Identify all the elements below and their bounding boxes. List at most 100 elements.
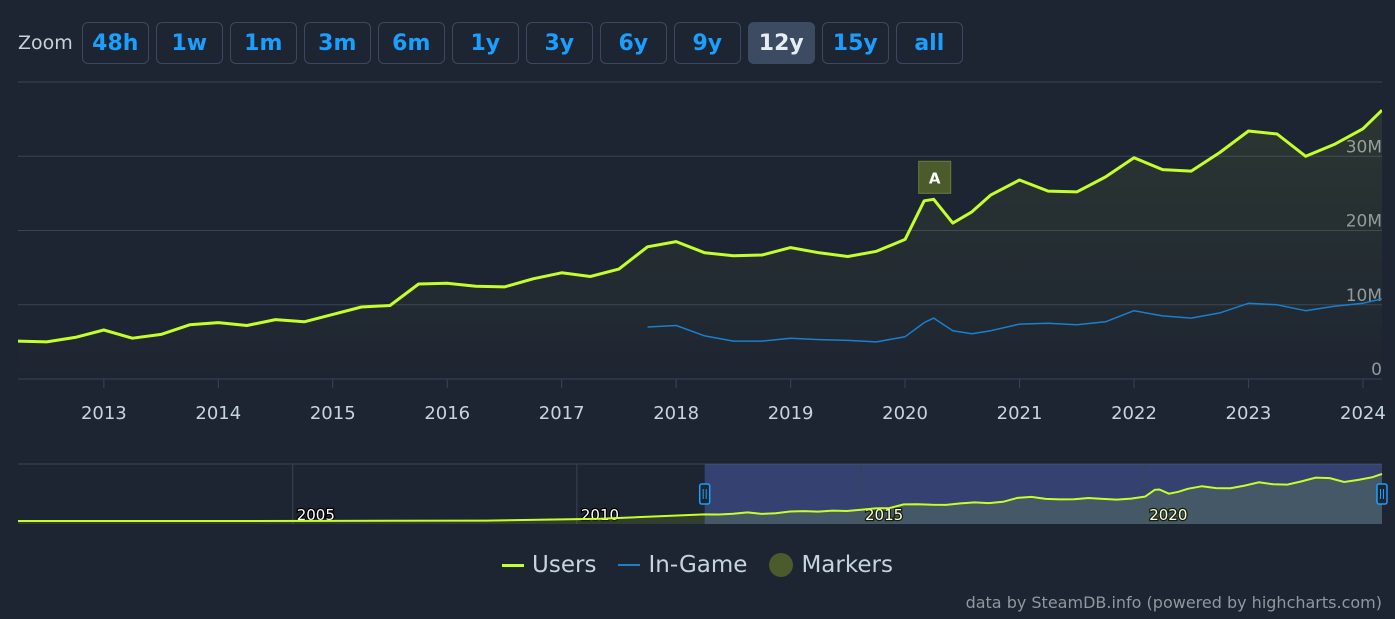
- zoom-button-9y[interactable]: 9y: [673, 22, 741, 64]
- zoom-button-15y[interactable]: 15y: [821, 22, 889, 64]
- data-point[interactable]: [758, 251, 766, 259]
- data-point[interactable]: [787, 334, 795, 342]
- data-point[interactable]: [644, 243, 652, 251]
- data-point[interactable]: [300, 318, 308, 326]
- zoom-button-6m[interactable]: 6m: [377, 22, 445, 64]
- series-line-users[interactable]: [18, 109, 1382, 344]
- data-point[interactable]: [1273, 301, 1281, 309]
- data-point[interactable]: [873, 247, 881, 255]
- data-point[interactable]: [1159, 312, 1167, 320]
- zoom-button-1m[interactable]: 1m: [229, 22, 297, 64]
- marker-flag-A[interactable]: A: [918, 160, 952, 194]
- data-point[interactable]: [586, 273, 594, 281]
- data-point[interactable]: [987, 191, 995, 199]
- data-point[interactable]: [815, 249, 823, 257]
- navigator-handle-right[interactable]: [1376, 483, 1388, 505]
- legend-item-users[interactable]: Users: [502, 552, 596, 578]
- data-point[interactable]: [729, 337, 737, 345]
- data-point[interactable]: [930, 195, 938, 203]
- data-point[interactable]: [1378, 295, 1386, 303]
- data-point[interactable]: [815, 336, 823, 344]
- data-point[interactable]: [472, 282, 480, 290]
- data-point[interactable]: [729, 252, 737, 260]
- data-point[interactable]: [672, 238, 680, 246]
- data-point[interactable]: [1159, 166, 1167, 174]
- data-point[interactable]: [920, 319, 928, 327]
- data-point[interactable]: [930, 314, 938, 322]
- data-point[interactable]: [1187, 314, 1195, 322]
- navigator-handle-left[interactable]: [698, 483, 711, 505]
- data-point[interactable]: [987, 327, 995, 335]
- data-point[interactable]: [1359, 299, 1367, 307]
- data-point[interactable]: [1302, 152, 1310, 160]
- data-point[interactable]: [1216, 309, 1224, 317]
- data-point[interactable]: [1187, 167, 1195, 175]
- data-point[interactable]: [1245, 127, 1253, 135]
- data-point[interactable]: [43, 338, 51, 346]
- data-point[interactable]: [1130, 307, 1138, 315]
- data-point[interactable]: [701, 249, 709, 257]
- zoom-button-1w[interactable]: 1w: [155, 22, 223, 64]
- data-point[interactable]: [844, 253, 852, 261]
- data-point[interactable]: [129, 334, 137, 342]
- zoom-button-all[interactable]: all: [895, 22, 963, 64]
- data-point[interactable]: [529, 275, 537, 283]
- data-point[interactable]: [157, 330, 165, 338]
- data-point[interactable]: [1101, 173, 1109, 181]
- zoom-button-3m[interactable]: 3m: [303, 22, 371, 64]
- data-point[interactable]: [272, 316, 280, 324]
- data-point[interactable]: [949, 219, 957, 227]
- data-point[interactable]: [558, 269, 566, 277]
- data-point[interactable]: [501, 283, 509, 291]
- data-point[interactable]: [386, 302, 394, 310]
- zoom-button-1y[interactable]: 1y: [451, 22, 519, 64]
- data-point[interactable]: [1044, 187, 1052, 195]
- data-point[interactable]: [186, 321, 194, 329]
- data-point[interactable]: [701, 332, 709, 340]
- zoom-button-12y[interactable]: 12y: [747, 22, 815, 64]
- navigator[interactable]: 2005201020152020: [18, 463, 1388, 525]
- data-point[interactable]: [1130, 154, 1138, 162]
- data-point[interactable]: [1073, 188, 1081, 196]
- data-point[interactable]: [14, 337, 22, 345]
- zoom-button-6y[interactable]: 6y: [599, 22, 667, 64]
- data-point[interactable]: [1044, 319, 1052, 327]
- data-point[interactable]: [214, 319, 222, 327]
- credit-text[interactable]: data by SteamDB.info (powered by highcha…: [965, 593, 1382, 612]
- navigator-selection[interactable]: [704, 464, 1382, 524]
- data-point[interactable]: [1359, 125, 1367, 133]
- legend-item-in-game[interactable]: In-Game: [618, 552, 747, 578]
- data-point[interactable]: [1378, 106, 1386, 114]
- data-point[interactable]: [243, 322, 251, 330]
- data-point[interactable]: [758, 337, 766, 345]
- legend-item-markers[interactable]: Markers: [769, 552, 893, 578]
- data-point[interactable]: [1245, 299, 1253, 307]
- data-point[interactable]: [1273, 130, 1281, 138]
- data-point[interactable]: [644, 323, 652, 331]
- data-point[interactable]: [920, 197, 928, 205]
- data-point[interactable]: [968, 330, 976, 338]
- data-point[interactable]: [71, 333, 79, 341]
- data-point[interactable]: [787, 244, 795, 252]
- data-point[interactable]: [844, 336, 852, 344]
- data-point[interactable]: [1330, 302, 1338, 310]
- data-point[interactable]: [873, 338, 881, 346]
- zoom-button-3y[interactable]: 3y: [525, 22, 593, 64]
- data-point[interactable]: [901, 235, 909, 243]
- zoom-button-48h[interactable]: 48h: [81, 22, 149, 64]
- data-point[interactable]: [1216, 149, 1224, 157]
- data-point[interactable]: [415, 280, 423, 288]
- data-point[interactable]: [968, 208, 976, 216]
- data-point[interactable]: [901, 333, 909, 341]
- data-point[interactable]: [1101, 318, 1109, 326]
- data-point[interactable]: [1302, 307, 1310, 315]
- data-point[interactable]: [443, 279, 451, 287]
- data-point[interactable]: [329, 310, 337, 318]
- series-line-in-game[interactable]: [647, 298, 1383, 343]
- data-point[interactable]: [615, 265, 623, 273]
- data-point[interactable]: [357, 303, 365, 311]
- data-point[interactable]: [1073, 321, 1081, 329]
- data-point[interactable]: [1016, 176, 1024, 184]
- data-point[interactable]: [1330, 140, 1338, 148]
- data-point[interactable]: [1016, 320, 1024, 328]
